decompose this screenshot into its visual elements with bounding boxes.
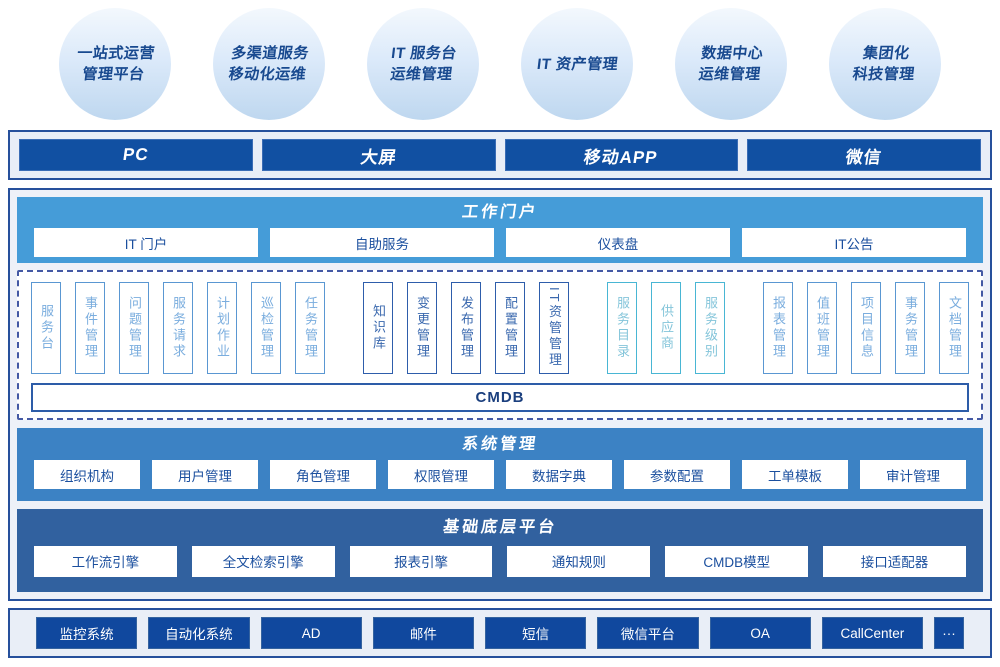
bubble-label: 一站式运营 管理平台: [76, 45, 157, 83]
section-title-text: 工作门户: [460, 204, 540, 221]
channel-label: PC: [121, 145, 151, 164]
channel-bar: PC 大屏 移动APP 微信: [8, 130, 992, 180]
system-management-title: 系统管理: [34, 434, 966, 456]
foundation-item-notification-rules: 通知规则: [507, 545, 651, 577]
integration-automation: 自动化系统: [148, 617, 250, 649]
system-item-organization: 组织机构: [34, 460, 140, 489]
module-item: 配置管理: [495, 282, 525, 374]
integration-sms: 短信: [485, 617, 587, 649]
bubble-label: IT 服务台 运维管理: [389, 45, 459, 83]
foundation-item-report-engine: 报表引擎: [349, 545, 493, 577]
bubble-label: 集团化 科技管理: [851, 45, 916, 83]
system-item-data-dictionary: 数据字典: [506, 460, 612, 489]
foundation-item-interface-adapter: 接口适配器: [823, 545, 966, 577]
module-item: 事件管理: [75, 282, 105, 374]
integration-callcenter: CallCenter: [821, 617, 923, 649]
capability-bubble: 一站式运营 管理平台: [59, 8, 171, 120]
channel-label: 大屏: [359, 147, 398, 167]
work-portal-items: IT 门户 自助服务 仪表盘 IT公告: [34, 228, 966, 257]
module-item: 知识库: [363, 282, 393, 374]
integration-oa: OA: [709, 617, 811, 649]
itsm-modules-section: 服务台 事件管理 问题管理 服务请求 计划作业 巡检管理 任务管理 知识库 变更…: [17, 270, 983, 420]
module-item: 服务请求: [163, 282, 193, 374]
system-management-section: 系统管理 组织机构 用户管理 角色管理 权限管理 数据字典 参数配置 工单模板 …: [17, 428, 983, 501]
capability-bubble: IT 服务台 运维管理: [367, 8, 479, 120]
platform-main-container: 工作门户 IT 门户 自助服务 仪表盘 IT公告 服务台 事件管理 问题管理 服…: [8, 188, 992, 601]
module-item: 服务目录: [607, 282, 637, 374]
foundation-platform-items: 工作流引擎 全文检索引擎 报表引擎 通知规则 CMDB模型 接口适配器: [34, 545, 966, 577]
module-item: 值班管理: [807, 282, 837, 374]
capability-bubbles-row: 一站式运营 管理平台 多渠道服务 移动化运维 IT 服务台 运维管理 IT 资产…: [0, 0, 1000, 120]
system-item-ticket-templates: 工单模板: [742, 460, 848, 489]
integration-more: ···: [934, 617, 964, 649]
module-item: 服务台: [31, 282, 61, 374]
integration-ad: AD: [260, 617, 362, 649]
module-item: 事务管理: [895, 282, 925, 374]
work-portal-title: 工作门户: [34, 202, 966, 224]
channel-label: 移动APP: [582, 147, 660, 167]
system-item-parameters: 参数配置: [624, 460, 730, 489]
channel-mobile-app: 移动APP: [504, 139, 739, 171]
work-portal-section: 工作门户 IT 门户 自助服务 仪表盘 IT公告: [17, 197, 983, 263]
foundation-item-workflow-engine: 工作流引擎: [34, 545, 177, 577]
capability-bubble: 数据中心 运维管理: [675, 8, 787, 120]
section-title-text: 系统管理: [460, 436, 540, 453]
integration-email: 邮件: [372, 617, 474, 649]
module-item: 变更管理: [407, 282, 437, 374]
channel-pc: PC: [19, 139, 253, 171]
channel-label: 微信: [844, 147, 884, 167]
module-groups: 服务台 事件管理 问题管理 服务请求 计划作业 巡检管理 任务管理 知识库 变更…: [31, 282, 969, 374]
portal-item-self-service: 自助服务: [270, 228, 494, 257]
module-group-reporting: 报表管理 值班管理 项目信息 事务管理 文档管理: [763, 282, 969, 374]
module-item: 计划作业: [207, 282, 237, 374]
module-item: 发布管理: [451, 282, 481, 374]
module-item: 巡检管理: [251, 282, 281, 374]
module-item: 报表管理: [763, 282, 793, 374]
capability-bubble: IT 资产管理: [521, 8, 633, 120]
module-group-service-catalog: 服务目录 供应商 服务级别: [607, 282, 725, 374]
integration-wechat-platform: 微信平台: [597, 617, 699, 649]
foundation-item-cmdb-model: CMDB模型: [665, 545, 809, 577]
module-group-change-config: 知识库 变更管理 发布管理 配置管理 IT资管管理: [363, 282, 569, 374]
portal-item-it-bulletin: IT公告: [742, 228, 966, 257]
module-item: 服务级别: [695, 282, 725, 374]
system-management-items: 组织机构 用户管理 角色管理 权限管理 数据字典 参数配置 工单模板 审计管理: [34, 460, 966, 489]
bubble-label: 数据中心 运维管理: [697, 45, 765, 83]
foundation-platform-title: 基础底层平台: [34, 517, 966, 539]
module-item: 项目信息: [851, 282, 881, 374]
module-group-service-desk: 服务台 事件管理 问题管理 服务请求 计划作业 巡检管理 任务管理: [31, 282, 325, 374]
bubble-label: IT 资产管理: [535, 55, 619, 73]
module-item: IT资管管理: [539, 282, 569, 374]
section-title-text: 基础底层平台: [441, 518, 559, 536]
foundation-item-fulltext-search: 全文检索引擎: [191, 545, 335, 577]
cmdb-bar: CMDB: [31, 383, 969, 412]
integration-systems-bar: 监控系统 自动化系统 AD 邮件 短信 微信平台 OA CallCenter ·…: [8, 608, 992, 658]
system-item-roles: 角色管理: [270, 460, 376, 489]
module-item: 供应商: [651, 282, 681, 374]
bubble-label: 多渠道服务 移动化运维: [227, 45, 311, 83]
foundation-platform-section: 基础底层平台 工作流引擎 全文检索引擎 报表引擎 通知规则 CMDB模型 接口适…: [17, 508, 983, 592]
module-item: 任务管理: [295, 282, 325, 374]
channel-big-screen: 大屏: [261, 139, 496, 171]
module-item: 问题管理: [119, 282, 149, 374]
capability-bubble: 多渠道服务 移动化运维: [213, 8, 325, 120]
portal-item-dashboard: 仪表盘: [506, 228, 730, 257]
integration-monitoring: 监控系统: [36, 617, 138, 649]
system-item-audit: 审计管理: [860, 460, 966, 489]
module-item: 文档管理: [939, 282, 969, 374]
capability-bubble: 集团化 科技管理: [829, 8, 941, 120]
system-item-users: 用户管理: [152, 460, 258, 489]
portal-item-it-portal: IT 门户: [34, 228, 258, 257]
channel-wechat: 微信: [747, 139, 981, 171]
system-item-permissions: 权限管理: [388, 460, 494, 489]
